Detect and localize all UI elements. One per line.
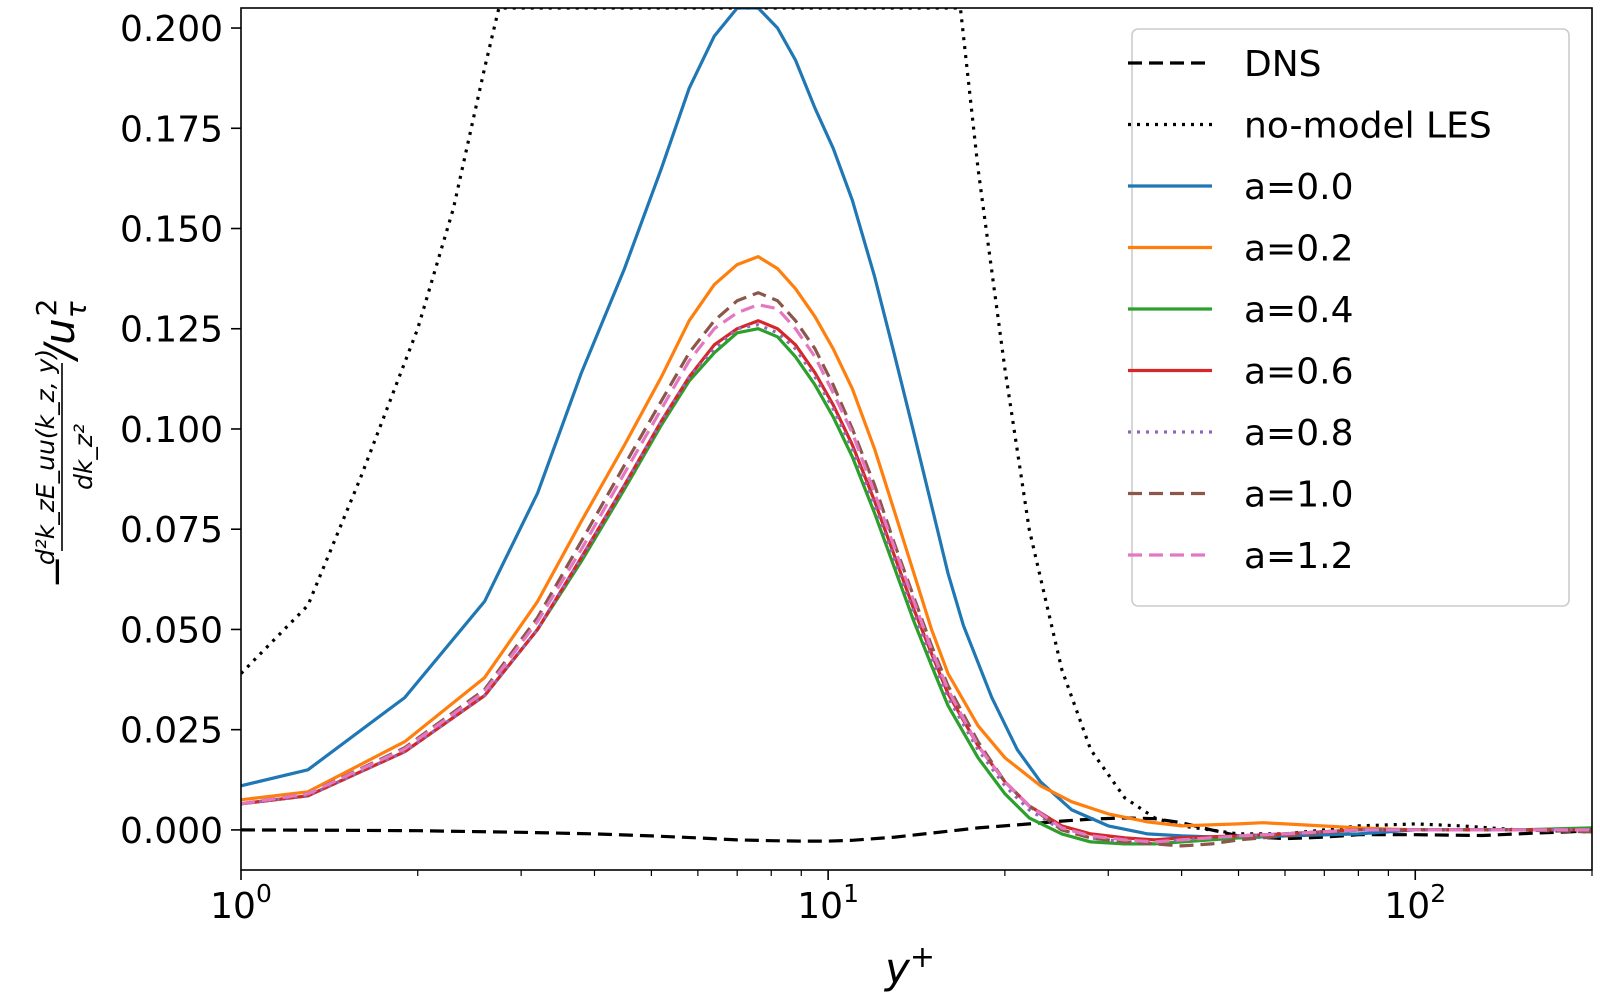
y-axis-label-suffix-sub: τ [60,301,93,318]
plot-frame [240,7,1593,871]
x-axis-ticks: 100 101 102 [210,870,1593,927]
legend-label-a=0.8: a=0.8 [1244,413,1353,454]
series-line-a=0.8 [241,323,1592,844]
x-axis-label: y+ [883,940,935,993]
y-axis-label-suffix: /uτ2 [30,299,93,363]
x-tick-label: 100 [210,879,272,927]
y-tick-label: 0.100 [120,410,223,451]
series-line-a=0.2 [241,255,1592,832]
y-axis-label: − d²k_zE_uu(k_z, y) dk_z² /uτ2 [30,299,98,589]
legend-label-a=0.6: a=0.6 [1244,352,1353,393]
y-tick-label: 0.175 [120,109,223,150]
legend-entries: DNS no-model LES a=0.0 a=0.2 a=0.4 a=0.6 a=0.8… [1128,44,1492,577]
legend-label-DNS: DNS [1244,44,1322,85]
legend-label-a=1.0: a=1.0 [1244,475,1353,516]
x-tick-label: 102 [1384,879,1446,927]
y-axis-ticks: 0.000 0.025 0.050 0.075 0.100 0.125 0.150 0.175… [120,9,241,852]
x-tick-label: 101 [797,879,859,927]
y-axis-label-prefix: − [34,555,80,589]
y-tick-label: 0.000 [120,811,223,852]
legend-label-no-model LES: no-model LES [1244,106,1492,147]
legend-label-a=1.2: a=1.2 [1244,536,1353,577]
series-line-no-model LES [241,8,1592,836]
series-line-a=0.6 [241,319,1592,842]
x-axis-label-sup: + [910,940,935,975]
y-axis-label-suffix-base: /u [35,318,84,363]
series-line-a=1.2 [241,303,1592,844]
y-tick-label: 0.150 [120,210,223,251]
legend-label-a=0.4: a=0.4 [1244,290,1353,331]
legend-frame [1131,28,1570,607]
legend-label-a=0.0: a=0.0 [1244,167,1353,208]
y-tick-label: 0.075 [120,510,223,551]
series-line-DNS [241,816,1592,843]
y-axis-label-numerator: d²k_zE_uu(k_z, y) [31,349,60,565]
x-axis-label-var: y [883,944,911,993]
series-layer [241,8,1592,848]
y-tick-label: 0.050 [120,610,223,651]
legend-label-a=0.2: a=0.2 [1244,229,1353,270]
y-tick-label: 0.125 [120,310,223,351]
y-tick-label: 0.025 [120,711,223,752]
y-axis-label-denominator: dk_z² [69,424,98,490]
series-line-a=0.4 [241,327,1592,846]
y-axis-label-suffix-sup: 2 [30,299,63,317]
legend: DNS no-model LES a=0.0 a=0.2 a=0.4 a=0.6 a=0.8… [1128,28,1570,607]
y-tick-label: 0.200 [120,9,223,50]
